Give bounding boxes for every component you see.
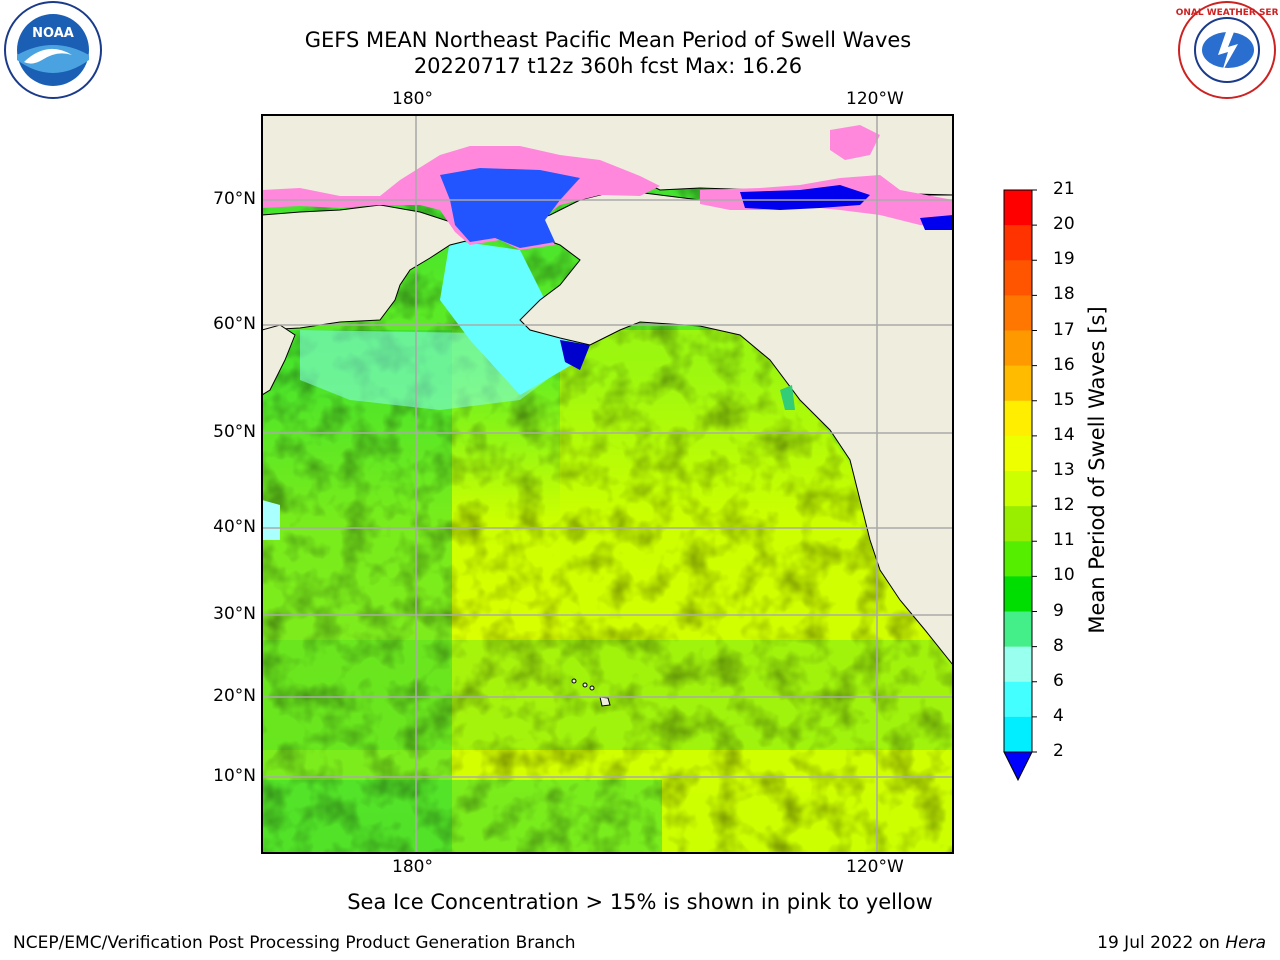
colorbar-segment xyxy=(1004,506,1032,542)
map-gridlines xyxy=(262,115,953,853)
colorbar-title: Mean Period of Swell Waves [s] xyxy=(1085,306,1109,634)
y-tick-10n: 10°N xyxy=(213,766,256,786)
y-tick-50n: 50°N xyxy=(213,422,256,442)
land-north-america xyxy=(469,189,953,666)
sea-ice-note: Sea Ice Concentration > 15% is shown in … xyxy=(347,890,933,914)
y-tick-40n: 40°N xyxy=(213,517,256,537)
colorbar-segment xyxy=(1004,471,1032,507)
colorbar-segment xyxy=(1004,190,1032,226)
colorbar-tick-label: 9 xyxy=(1053,600,1064,621)
colorbar-segment xyxy=(1004,716,1032,753)
colorbar-segment xyxy=(1004,260,1032,296)
colorbar-tick-label: 14 xyxy=(1053,424,1075,445)
y-tick-20n: 20°N xyxy=(213,686,256,706)
y-tick-70n: 70°N xyxy=(213,189,256,209)
hawaii-islands xyxy=(571,678,611,707)
colorbar-segment xyxy=(1004,295,1032,331)
colorbar-tick-label: 17 xyxy=(1053,319,1075,340)
colorbar-tick-label: 13 xyxy=(1053,460,1075,480)
chart-subtitle: 20220717 t12z 360h fcst Max: 16.26 xyxy=(413,54,803,78)
colorbar-tick-label: 4 xyxy=(1053,705,1064,726)
national-weather-service-logo: NATIONAL WEATHER SERVICE xyxy=(1176,1,1278,99)
svg-text:NATIONAL WEATHER SERVICE: NATIONAL WEATHER SERVICE xyxy=(1176,8,1278,18)
x-tick-top-180: 180° xyxy=(392,89,433,109)
footer-host: Hera xyxy=(1225,933,1266,953)
colorbar-tick-label: 20 xyxy=(1053,214,1075,235)
colorbar-tick-label: 21 xyxy=(1053,179,1075,199)
colorbar-segment xyxy=(1004,646,1032,683)
colorbar-segment xyxy=(1004,541,1032,577)
colorbar-segment xyxy=(1004,400,1032,437)
colorbar-segment xyxy=(1004,611,1032,648)
chart-title: GEFS MEAN Northeast Pacific Mean Period … xyxy=(304,28,912,52)
noaa-logo: NOAA xyxy=(4,1,102,99)
footer-date-text: 19 Jul 2022 on xyxy=(1097,933,1226,953)
colorbar-tick-label: 19 xyxy=(1053,249,1075,270)
y-tick-30n: 30°N xyxy=(213,604,256,624)
colorbar-segment xyxy=(1004,365,1032,402)
colorbar-tick-label: 12 xyxy=(1053,495,1075,516)
svg-text:NOAA: NOAA xyxy=(32,26,74,41)
x-tick-top-120w: 120°W xyxy=(846,89,904,109)
colorbar-tick-label: 2 xyxy=(1053,741,1064,761)
colorbar-tick-label: 18 xyxy=(1053,284,1075,305)
colorbar-segment xyxy=(1004,435,1032,472)
x-tick-bottom-180: 180° xyxy=(392,857,433,877)
y-tick-60n: 60°N xyxy=(213,314,256,334)
colorbar-segment xyxy=(1004,330,1032,367)
footer-date: 19 Jul 2022 on Hera xyxy=(1097,933,1266,953)
colorbar-tick-label: 10 xyxy=(1053,565,1075,586)
colorbar-tick-label: 6 xyxy=(1053,670,1064,691)
map-frame xyxy=(261,114,954,854)
colorbar-tick-label: 11 xyxy=(1053,530,1075,551)
x-tick-bottom-120w: 120°W xyxy=(846,857,904,877)
colorbar-tick-label: 16 xyxy=(1053,354,1075,375)
colorbar-tick-label: 15 xyxy=(1053,389,1075,410)
colorbar-tick-label: 8 xyxy=(1053,635,1064,656)
colorbar-extend-arrow xyxy=(1003,751,1033,782)
colorbar-segment xyxy=(1004,225,1032,261)
colorbar-segment xyxy=(1004,576,1032,612)
colorbar xyxy=(1003,189,1037,782)
colorbar-segment xyxy=(1004,681,1032,718)
footer-credit: NCEP/EMC/Verification Post Processing Pr… xyxy=(13,933,576,953)
land-alaska xyxy=(262,204,471,331)
